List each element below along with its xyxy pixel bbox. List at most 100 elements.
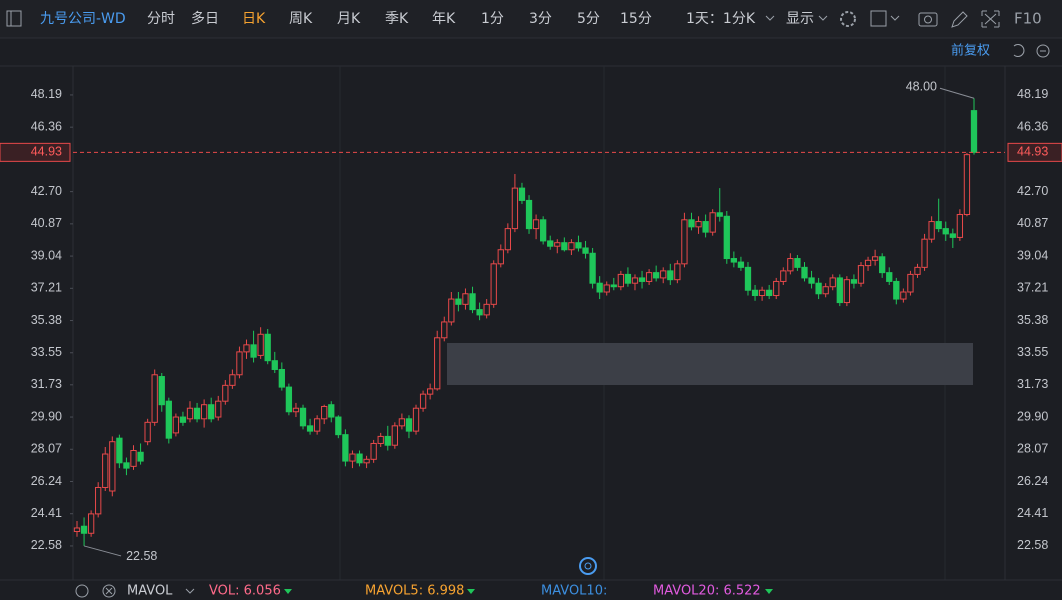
candle-body[interactable] (151, 374, 158, 423)
draw-box-icon[interactable] (870, 10, 887, 27)
candle-body[interactable] (306, 425, 314, 432)
candle-body[interactable] (709, 212, 716, 233)
candle-body[interactable] (681, 219, 688, 265)
candle-body[interactable] (547, 240, 554, 247)
candle-body[interactable] (871, 256, 879, 261)
candle-body[interactable] (801, 266, 808, 279)
candle-body[interactable] (208, 404, 215, 420)
display-menu[interactable]: 显示 (786, 11, 814, 27)
undo-icon[interactable] (1013, 44, 1025, 57)
candle-body[interactable] (688, 219, 695, 228)
candle-body[interactable] (645, 272, 653, 282)
candle-body[interactable] (419, 393, 427, 409)
adjust-mode[interactable]: 前复权 (951, 43, 990, 59)
candle-body[interactable] (603, 284, 610, 293)
candle-body[interactable] (448, 298, 455, 323)
candle-body[interactable] (568, 242, 575, 251)
candle-body[interactable] (243, 344, 250, 353)
candle-body[interactable] (434, 337, 441, 390)
candle-body[interactable] (751, 289, 759, 297)
camera-icon[interactable] (918, 12, 938, 27)
candle-body[interactable] (766, 289, 773, 297)
candle-body[interactable] (794, 258, 801, 268)
period-tab[interactable]: 周K (289, 11, 313, 27)
candle-body[interactable] (907, 273, 914, 293)
candle-body[interactable] (222, 384, 229, 402)
candle-body[interactable] (624, 273, 632, 284)
indicator-close[interactable] (102, 584, 116, 598)
candle-body[interactable] (970, 110, 978, 153)
candle-body[interactable] (384, 435, 391, 446)
candle-body[interactable] (144, 421, 151, 443)
candle-body[interactable] (476, 309, 483, 316)
candle-body[interactable] (617, 273, 624, 288)
candle-body[interactable] (405, 418, 413, 432)
period-tab[interactable]: 分时 (147, 11, 175, 27)
candle-body[interactable] (236, 351, 243, 376)
candle-body[interactable] (773, 280, 780, 297)
candle-body[interactable] (893, 280, 900, 300)
candle-body[interactable] (349, 453, 356, 462)
candle-body[interactable] (102, 453, 109, 488)
candle-body[interactable] (229, 374, 236, 386)
candle-body[interactable] (321, 405, 328, 420)
candle-body[interactable] (95, 486, 102, 515)
candle-body[interactable] (674, 263, 681, 281)
indicator-settings[interactable] (75, 584, 89, 598)
candle-body[interactable] (667, 270, 674, 281)
candle-body[interactable] (787, 258, 794, 272)
candle-body[interactable] (412, 407, 420, 432)
candle-body[interactable] (186, 407, 194, 420)
candle-body[interactable] (935, 221, 942, 230)
candle-body[interactable] (299, 407, 307, 427)
candle-body[interactable] (928, 221, 935, 240)
candle-body[interactable] (702, 221, 709, 233)
candle-body[interactable] (193, 407, 201, 420)
candle-body[interactable] (836, 277, 843, 304)
candle-body[interactable] (257, 333, 264, 356)
candle-body[interactable] (582, 247, 589, 254)
candle-body[interactable] (956, 214, 964, 238)
candle-body[interactable] (462, 293, 469, 305)
candle-body[interactable] (730, 258, 738, 263)
candle-body[interactable] (829, 277, 836, 288)
candle-body[interactable] (490, 263, 497, 305)
candle-body[interactable] (398, 418, 406, 427)
candle-body[interactable] (427, 388, 434, 395)
candle-body[interactable] (737, 261, 745, 268)
locate-icon[interactable] (579, 557, 597, 575)
candle-body[interactable] (886, 272, 893, 282)
candle-body[interactable] (377, 435, 384, 444)
candle-body[interactable] (631, 277, 639, 284)
candle-body[interactable] (271, 360, 278, 370)
candle-body[interactable] (815, 282, 822, 295)
candle-body[interactable] (130, 450, 137, 467)
indicator-name[interactable]: MAVOL (127, 584, 173, 599)
f10-button[interactable]: F10 (1014, 10, 1042, 28)
period-tab[interactable]: 5分 (577, 11, 600, 27)
candle-body[interactable] (123, 462, 130, 469)
stock-title[interactable]: 九号公司-WD (40, 11, 126, 27)
candle-body[interactable] (808, 277, 815, 284)
sidebar-toggle[interactable] (6, 10, 22, 27)
candle-body[interactable] (504, 228, 511, 251)
period-tab[interactable]: 季K (385, 11, 409, 27)
candle-body[interactable] (179, 416, 187, 423)
candle-body[interactable] (172, 416, 180, 434)
candle-body[interactable] (554, 242, 561, 247)
candle-body[interactable] (561, 242, 568, 251)
period-tab[interactable]: 3分 (529, 11, 552, 27)
candle-body[interactable] (165, 400, 172, 439)
candle-body[interactable] (914, 266, 921, 275)
candle-body[interactable] (758, 289, 766, 297)
candle-body[interactable] (695, 221, 702, 228)
candle-body[interactable] (391, 425, 398, 446)
candle-body[interactable] (822, 286, 829, 295)
candle-body[interactable] (285, 386, 293, 413)
candle-body[interactable] (525, 199, 533, 230)
candle-body[interactable] (596, 282, 603, 293)
candle-body[interactable] (87, 513, 95, 534)
candle-body[interactable] (441, 321, 448, 339)
candle-body[interactable] (511, 187, 519, 230)
period-tab[interactable]: 1分 (481, 11, 504, 27)
